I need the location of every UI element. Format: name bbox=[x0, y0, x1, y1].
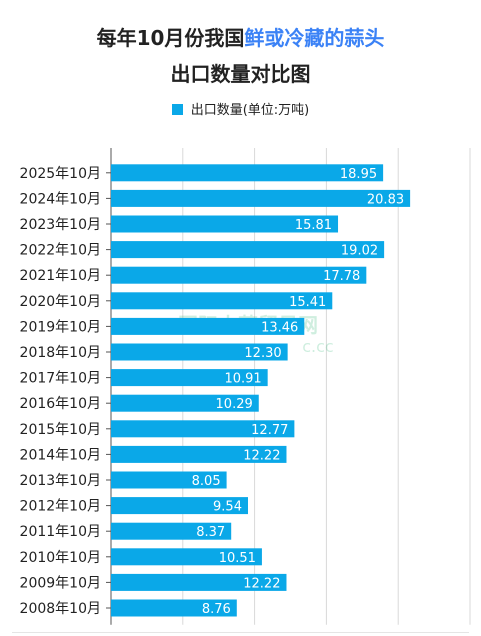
chart-title-plain: 每年10月份我国 bbox=[96, 26, 245, 50]
data-label: 12.77 bbox=[251, 423, 288, 438]
data-label: 15.41 bbox=[289, 295, 326, 310]
chart-title-line2: 出口数量对比图 bbox=[170, 62, 311, 86]
legend: 出口数量(单位:万吨) bbox=[0, 99, 481, 118]
bar bbox=[111, 317, 305, 335]
bar bbox=[111, 573, 287, 591]
bar bbox=[111, 394, 259, 412]
bar bbox=[111, 215, 339, 233]
bar bbox=[111, 266, 367, 284]
bar bbox=[111, 189, 411, 207]
category-label: 2014年10月 bbox=[20, 447, 101, 463]
data-label: 10.91 bbox=[224, 372, 261, 387]
data-label: 12.22 bbox=[243, 576, 280, 591]
category-label: 2016年10月 bbox=[20, 396, 101, 412]
data-label: 20.83 bbox=[367, 192, 404, 207]
legend-label: 出口数量(单位:万吨) bbox=[190, 103, 310, 118]
data-label: 19.02 bbox=[341, 244, 378, 259]
bar bbox=[111, 164, 384, 182]
bar bbox=[111, 292, 333, 310]
data-label: 12.30 bbox=[244, 346, 281, 361]
bar bbox=[111, 241, 385, 259]
data-label: 9.54 bbox=[213, 500, 242, 515]
category-label: 2010年10月 bbox=[20, 550, 101, 566]
category-label: 2012年10月 bbox=[20, 499, 101, 515]
data-label: 18.95 bbox=[340, 167, 377, 182]
bar bbox=[111, 343, 288, 361]
data-label: 8.05 bbox=[192, 474, 221, 489]
bar bbox=[111, 369, 268, 387]
bar bbox=[111, 599, 237, 617]
category-label: 2013年10月 bbox=[20, 473, 101, 489]
category-label: 2008年10月 bbox=[20, 601, 101, 617]
data-label: 10.29 bbox=[216, 397, 253, 412]
data-label: 10.51 bbox=[219, 551, 256, 566]
category-label: 2018年10月 bbox=[20, 345, 101, 361]
bar bbox=[111, 522, 232, 540]
bar bbox=[111, 471, 227, 489]
category-label: 2011年10月 bbox=[20, 524, 101, 540]
category-label: 2019年10月 bbox=[20, 319, 101, 335]
category-label: 2022年10月 bbox=[20, 243, 101, 259]
data-label: 8.76 bbox=[202, 602, 231, 617]
category-label: 2024年10月 bbox=[20, 191, 101, 207]
category-label: 2023年10月 bbox=[20, 217, 101, 233]
category-label: 2025年10月 bbox=[20, 166, 101, 182]
bar bbox=[111, 548, 262, 566]
chart-title-line1: 每年10月份我国鲜或冷藏的蒜头 bbox=[0, 22, 481, 51]
category-label: 2015年10月 bbox=[20, 422, 101, 438]
data-label: 13.46 bbox=[261, 320, 298, 335]
legend-swatch bbox=[171, 104, 183, 115]
bar bbox=[111, 497, 248, 515]
category-label: 2020年10月 bbox=[20, 294, 101, 310]
watermark-subtext: c.cc bbox=[302, 337, 333, 356]
bar bbox=[111, 445, 287, 463]
data-label: 17.78 bbox=[323, 269, 360, 284]
category-label: 2017年10月 bbox=[20, 371, 101, 387]
bar bbox=[111, 420, 295, 438]
chart-title-highlight: 鲜或冷藏的蒜头 bbox=[244, 26, 385, 50]
data-label: 8.37 bbox=[196, 525, 225, 540]
data-label: 12.22 bbox=[243, 448, 280, 463]
footer-divider bbox=[12, 632, 469, 633]
data-label: 15.81 bbox=[295, 218, 332, 233]
category-label: 2021年10月 bbox=[20, 268, 101, 284]
category-label: 2009年10月 bbox=[20, 575, 101, 591]
